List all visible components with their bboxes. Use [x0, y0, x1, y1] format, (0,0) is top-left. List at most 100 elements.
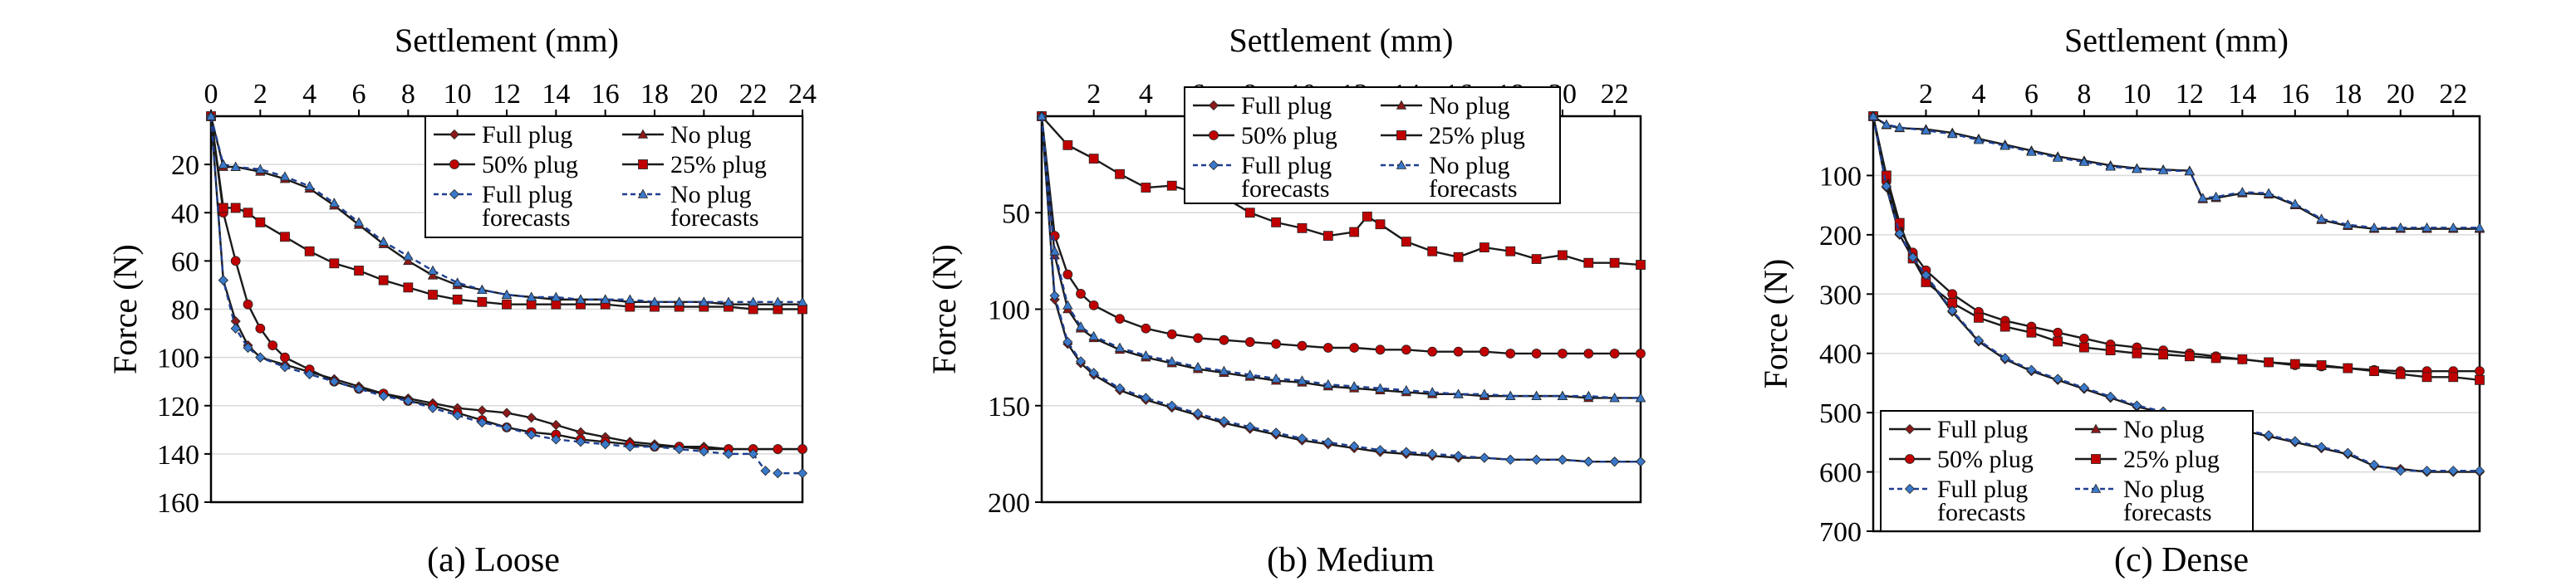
data-point-50pct-plug: [1141, 323, 1151, 334]
data-point-no-plug-forecasts: [378, 236, 389, 246]
data-point-no-plug-forecasts: [2026, 146, 2037, 156]
data-point-25pct-plug: [2448, 372, 2459, 383]
data-point-no-plug-forecasts: [2263, 188, 2274, 198]
data-point-no-plug-forecasts: [2395, 222, 2406, 232]
y-tick-label: 40: [171, 198, 199, 229]
data-point-25pct-plug: [2343, 363, 2353, 374]
data-point-full-plug-forecasts: [1244, 422, 1255, 432]
data-point-full-plug-forecasts: [255, 352, 266, 363]
data-point-25pct-plug: [625, 301, 635, 312]
legend-label: Full plug: [1241, 152, 1332, 179]
data-point-no-plug-forecasts: [304, 180, 315, 191]
data-point-50pct-plug: [797, 444, 807, 454]
x-tick-label: 14: [2228, 79, 2256, 110]
data-point-full-plug-forecasts: [1075, 356, 1087, 367]
legend-swatch-marker: [2091, 454, 2101, 464]
data-point-no-plug-forecasts: [1894, 122, 1905, 132]
x-tick-label: 8: [2077, 79, 2091, 110]
data-point-full-plug-forecasts: [2132, 400, 2142, 411]
data-point-25pct-plug: [1453, 251, 1464, 262]
series-no-plug-forecasts: [1036, 110, 1646, 403]
data-point-full-plug-forecasts: [2105, 391, 2116, 402]
data-point-full-plug-forecasts: [1973, 335, 1985, 346]
x-tick-label: 18: [640, 79, 669, 110]
series-line-full-plug-forecasts: [1872, 115, 2480, 472]
data-point-no-plug-forecasts: [1088, 330, 1099, 340]
x-tick-label: 4: [1971, 79, 1985, 110]
data-point-no-plug-forecasts: [2368, 222, 2380, 232]
series-50pct-plug: [1037, 111, 1646, 359]
data-point-25pct-plug: [1609, 257, 1620, 268]
series-line-no-plug-forecasts: [209, 115, 802, 303]
x-tick-label: 4: [1139, 79, 1153, 110]
data-point-25pct-plug: [1062, 139, 1073, 150]
data-point-no-plug-forecasts: [1049, 246, 1060, 256]
y-tick-label: 150: [988, 392, 1030, 422]
y-tick-label: 140: [157, 440, 199, 471]
data-point-25pct-plug: [748, 304, 758, 315]
data-point-no-plug-forecasts: [1427, 387, 1438, 397]
data-point-25pct-plug: [1244, 208, 1255, 218]
chart-caption: (a) Loose: [427, 541, 560, 579]
data-point-no-plug-forecasts: [1867, 110, 1879, 120]
data-point-25pct-plug: [1881, 170, 1892, 181]
data-point-no-plug-forecasts: [748, 296, 758, 306]
legend-swatch-marker: [1208, 159, 1219, 171]
y-tick-label: 400: [1819, 339, 1862, 370]
y-tick-label: 160: [157, 488, 199, 519]
data-point-no-plug-forecasts: [1973, 134, 1985, 144]
legend-label: Full plug: [1937, 416, 2028, 443]
series-no-plug-forecasts: [205, 110, 808, 306]
data-point-full-plug-forecasts: [760, 466, 771, 476]
legend-label: Full plug: [1241, 92, 1332, 120]
data-point-full-plug-forecasts: [452, 410, 463, 421]
legend-label: No plug: [1429, 152, 1510, 179]
x-tick-label: 20: [2387, 79, 2415, 110]
data-point-25pct-plug: [1974, 312, 1984, 323]
data-point-full-plug-forecasts: [1114, 383, 1126, 393]
data-point-full-plug-forecasts: [1907, 251, 1918, 263]
x-tick-label: 22: [2439, 79, 2467, 110]
data-point-25pct-plug: [477, 296, 488, 307]
x-tick-label: 14: [542, 79, 570, 110]
x-tick-label: 6: [2024, 79, 2039, 110]
data-point-full-plug: [526, 413, 537, 423]
data-point-25pct-plug: [280, 232, 290, 242]
data-point-25pct-plug: [2395, 369, 2406, 379]
y-tick-label: 120: [157, 392, 199, 422]
data-point-full-plug-forecasts: [2368, 459, 2380, 471]
data-point-no-plug-forecasts: [1921, 125, 1931, 134]
data-point-25pct-plug: [354, 266, 364, 276]
series-line-no-plug-forecasts: [1872, 115, 2480, 229]
x-tick-label: 12: [493, 79, 521, 110]
data-point-no-plug-forecasts: [1192, 361, 1204, 372]
y-tick-label: 500: [1819, 398, 1862, 429]
data-point-full-plug-forecasts: [1193, 408, 1204, 419]
data-point-25pct-plug: [2421, 372, 2432, 383]
data-point-25pct-plug: [1894, 217, 1905, 228]
legend-label: No plug: [2123, 416, 2205, 443]
data-point-no-plug-forecasts: [1062, 300, 1073, 310]
legend-box: [1184, 86, 1561, 204]
data-point-no-plug-forecasts: [551, 291, 562, 301]
data-point-full-plug-forecasts: [1049, 291, 1060, 301]
data-point-25pct-plug: [1166, 180, 1177, 191]
data-point-full-plug-forecasts: [748, 448, 758, 459]
data-point-50pct-plug: [1244, 337, 1255, 347]
legend-swatch-marker: [1905, 454, 1915, 464]
data-point-no-plug-forecasts: [205, 110, 217, 120]
data-point-no-plug-forecasts: [230, 161, 241, 171]
data-point-full-plug-forecasts: [353, 383, 365, 394]
data-point-25pct-plug: [2079, 342, 2089, 353]
data-point-50pct-plug: [1453, 346, 1464, 357]
data-point-no-plug-forecasts: [427, 265, 439, 275]
data-point-25pct-plug: [1531, 254, 1542, 264]
data-point-full-plug-forecasts: [723, 448, 734, 459]
data-point-50pct-plug: [280, 352, 290, 363]
legend-swatch-marker: [637, 188, 649, 198]
data-point-50pct-plug: [773, 444, 783, 454]
data-point-50pct-plug: [267, 340, 278, 350]
data-point-full-plug-forecasts: [1881, 181, 1892, 192]
